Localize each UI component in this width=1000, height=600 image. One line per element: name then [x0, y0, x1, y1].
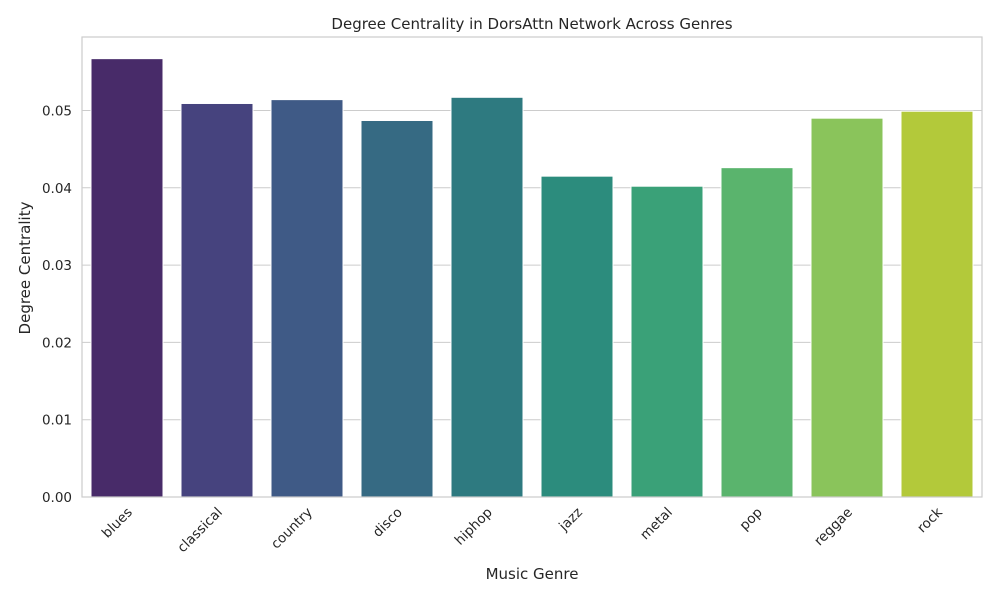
bar-classical	[180, 102, 254, 498]
y-tick-label: 0.01	[42, 413, 72, 429]
y-ticks: 0.00 0.01 0.02 0.03 0.04 0.05	[42, 103, 72, 506]
y-tick-label: 0.04	[42, 181, 72, 197]
y-tick-label: 0.05	[42, 103, 72, 119]
bar-metal	[630, 185, 704, 498]
bar-hiphop	[450, 96, 524, 498]
bar-disco	[360, 119, 434, 498]
bar-country	[270, 99, 344, 498]
plot-frame	[81, 36, 983, 498]
y-axis-label: Degree Centrality	[16, 201, 34, 334]
y-tick-label: 0.03	[42, 258, 72, 274]
bar-blues	[90, 58, 164, 498]
bar-pop	[720, 167, 794, 498]
y-tick-label: 0.02	[42, 335, 72, 351]
chart-title: Degree Centrality in DorsAttn Network Ac…	[331, 15, 732, 33]
bar-rock	[900, 110, 974, 498]
x-axis-label: Music Genre	[486, 565, 579, 583]
bar-reggae	[810, 117, 884, 498]
bars	[90, 58, 974, 498]
bar-jazz	[540, 175, 614, 498]
y-tick-label: 0.00	[42, 490, 72, 506]
